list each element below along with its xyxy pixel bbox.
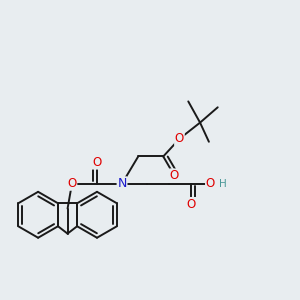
Text: O: O — [187, 198, 196, 211]
Text: O: O — [170, 169, 179, 182]
Text: N: N — [117, 177, 127, 190]
Text: O: O — [175, 132, 184, 145]
Text: H: H — [219, 178, 226, 189]
Text: O: O — [206, 177, 215, 190]
Text: O: O — [92, 156, 102, 169]
Text: O: O — [67, 177, 76, 190]
